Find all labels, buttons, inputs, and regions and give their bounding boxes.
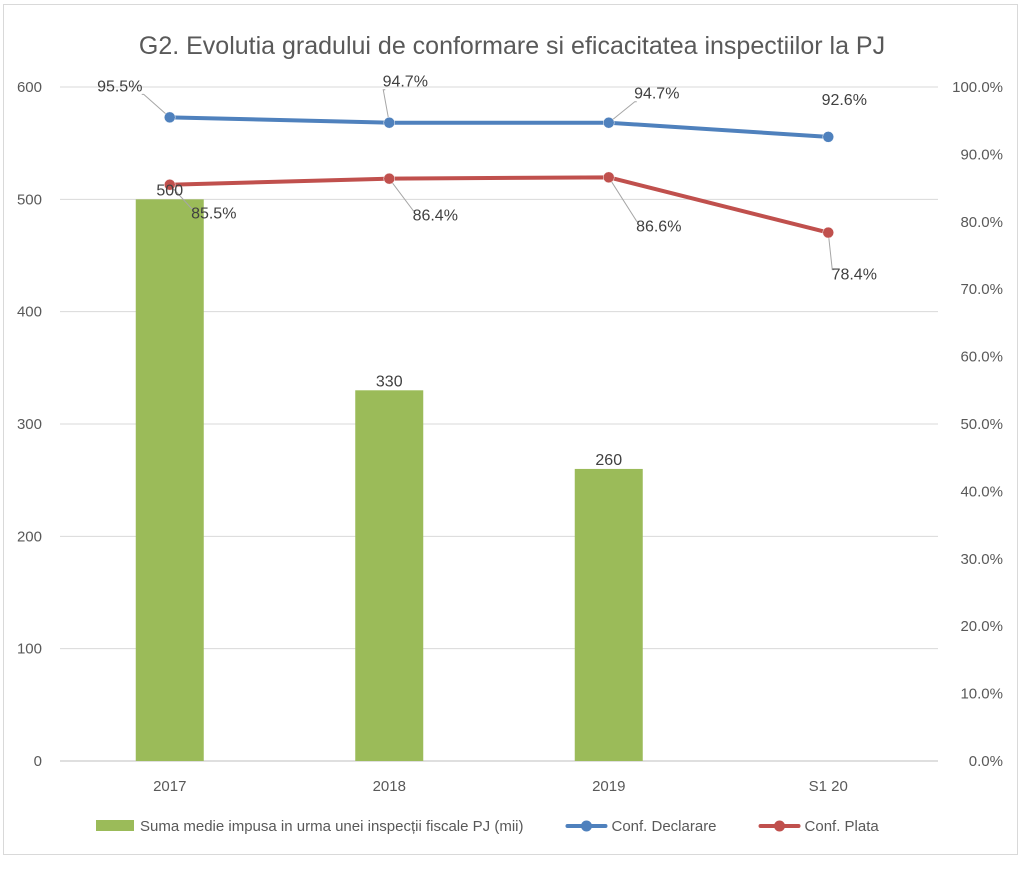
bar-data-label: 330 [376, 373, 403, 390]
series-line [167, 115, 831, 139]
line-data-label: 86.6% [636, 218, 681, 235]
bar [135, 199, 204, 762]
y-left-tick-label: 600 [17, 79, 42, 96]
legend-label: Conf. Plata [805, 818, 880, 835]
label-leader-line [169, 184, 194, 210]
y-left-tick-label: 400 [17, 304, 42, 321]
line-data-label: 85.5% [191, 206, 236, 223]
legend-bar-swatch [96, 820, 134, 831]
y-left-tick-label: 300 [17, 416, 42, 433]
line-data-label: 92.6% [822, 92, 867, 109]
line-data-label: 78.4% [832, 267, 877, 284]
label-leader-line [388, 178, 416, 212]
data-labels: 500 330 260 95.5% 94.7% 94.7% 92.6% 85.5% 86.4% 8… [97, 74, 877, 469]
line-series [164, 111, 834, 239]
axes: 0 100 200 300 400 500 600 0.0% 10.0% 20.0% 30.0% 40… [17, 79, 1003, 795]
bar-data-label: 500 [156, 182, 183, 199]
series-point [603, 116, 615, 129]
label-leader-line [827, 232, 835, 271]
label-leader-line [608, 101, 637, 124]
y-right-tick-label: 90.0% [960, 146, 1003, 163]
x-tick-label: S1 20 [809, 778, 848, 795]
chart-title: G2. Evolutia gradului de conformare si e… [139, 32, 885, 60]
line-data-label: 95.5% [97, 78, 142, 95]
series-point [164, 178, 176, 191]
series-line [167, 175, 831, 235]
x-tick-label: 2018 [373, 778, 406, 795]
series-point [383, 172, 395, 185]
legend-marker [580, 820, 592, 832]
y-left-tick-label: 0 [34, 753, 42, 770]
leader-lines [141, 89, 835, 271]
legend: Suma medie impusa in urma unei inspecții… [96, 818, 879, 835]
series-point [603, 171, 615, 184]
y-right-tick-label: 20.0% [960, 618, 1003, 635]
bar [574, 468, 643, 761]
bar-data-label: 260 [595, 452, 622, 469]
y-right-tick-label: 100.0% [952, 79, 1003, 96]
x-tick-label: 2017 [153, 778, 186, 795]
y-right-tick-label: 60.0% [960, 349, 1003, 366]
gridlines [60, 86, 938, 762]
series-point [164, 111, 176, 124]
label-leader-line [141, 93, 171, 118]
y-right-tick-label: 50.0% [960, 416, 1003, 433]
y-left-tick-label: 100 [17, 641, 42, 658]
x-tick-label: 2019 [592, 778, 625, 795]
series-point [822, 226, 834, 239]
legend-label: Conf. Declarare [611, 818, 716, 835]
y-left-tick-label: 200 [17, 528, 42, 545]
label-leader-line [608, 177, 639, 222]
y-right-tick-label: 30.0% [960, 551, 1003, 568]
y-right-tick-label: 70.0% [960, 281, 1003, 298]
y-left-tick-label: 500 [17, 191, 42, 208]
bar-series [135, 199, 643, 762]
line-data-label: 86.4% [413, 208, 458, 225]
legend-marker [774, 820, 786, 832]
y-right-tick-label: 80.0% [960, 214, 1003, 231]
y-right-tick-label: 40.0% [960, 483, 1003, 500]
line-data-label: 94.7% [634, 86, 679, 103]
y-right-tick-label: 0.0% [969, 753, 1003, 770]
series-point [822, 131, 834, 143]
series-point [383, 116, 395, 129]
bar [355, 390, 424, 761]
line-data-label: 94.7% [383, 74, 428, 91]
y-right-tick-label: 10.0% [960, 686, 1003, 703]
legend-label: Suma medie impusa in urma unei inspecții… [140, 818, 523, 835]
label-leader-line [382, 89, 390, 123]
